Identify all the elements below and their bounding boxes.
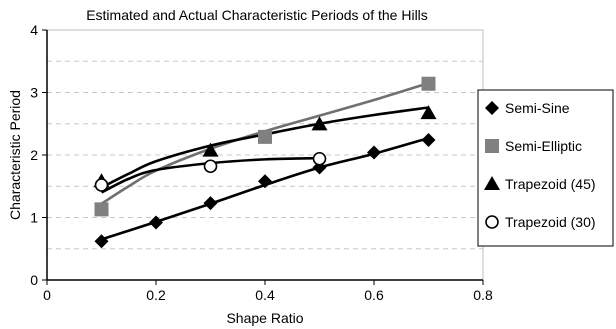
x-tick-label: 0.2 <box>146 287 166 303</box>
legend-label: Trapezoid (30) <box>505 214 596 230</box>
legend-marker <box>485 101 499 115</box>
y-tick-label: 4 <box>30 22 38 38</box>
x-tick-label: 0.6 <box>364 287 384 303</box>
data-point-series-3 <box>312 151 327 166</box>
legend-label: Trapezoid (45) <box>505 176 596 192</box>
data-point-series-1 <box>258 129 272 144</box>
data-point-series-0 <box>258 174 272 189</box>
legend-marker <box>485 215 499 229</box>
data-point-series-3 <box>94 178 109 192</box>
data-point-series-3 <box>203 159 218 174</box>
axis-ticks: 0 0.2 0.4 0.6 0.8 0 1 2 3 4 <box>30 22 493 303</box>
legend-box <box>477 89 614 247</box>
legend-label: Semi-Elliptic <box>505 138 582 154</box>
x-tick-label: 0.4 <box>255 287 275 303</box>
legend-marker <box>484 176 500 190</box>
y-tick-label: 0 <box>30 272 38 288</box>
data-point-series-0 <box>421 133 436 147</box>
data-point-series-1 <box>421 76 436 91</box>
x-tick-label: 0.8 <box>473 287 493 303</box>
data-point-series-0 <box>367 145 381 160</box>
data-point-series-2 <box>311 116 328 131</box>
grid-lines <box>47 60 483 250</box>
x-axis-label: Shape Ratio <box>226 310 303 326</box>
fit-line-series-3 <box>100 156 320 194</box>
y-tick-label: 2 <box>30 147 38 163</box>
x-tick-label: 0 <box>43 287 51 303</box>
y-tick-label: 1 <box>30 210 38 226</box>
fit-line-series-2 <box>100 106 429 189</box>
chart-title: Estimated and Actual Characteristic Peri… <box>86 7 428 23</box>
data-point-series-0 <box>203 196 218 211</box>
data-point-series-0 <box>149 215 163 230</box>
legend-marker <box>485 139 499 153</box>
data-markers <box>93 76 437 249</box>
legend-label: Semi-Sine <box>505 100 570 116</box>
data-point-series-2 <box>420 105 437 120</box>
y-axis-label: Characteristic Period <box>7 90 23 220</box>
data-point-series-1 <box>94 202 109 217</box>
y-tick-label: 3 <box>30 85 38 101</box>
legend: Semi-Sine Semi-Elliptic Trapezoid (45) Trap… <box>477 89 614 247</box>
data-point-series-0 <box>94 234 109 249</box>
data-point-series-2 <box>202 142 219 157</box>
